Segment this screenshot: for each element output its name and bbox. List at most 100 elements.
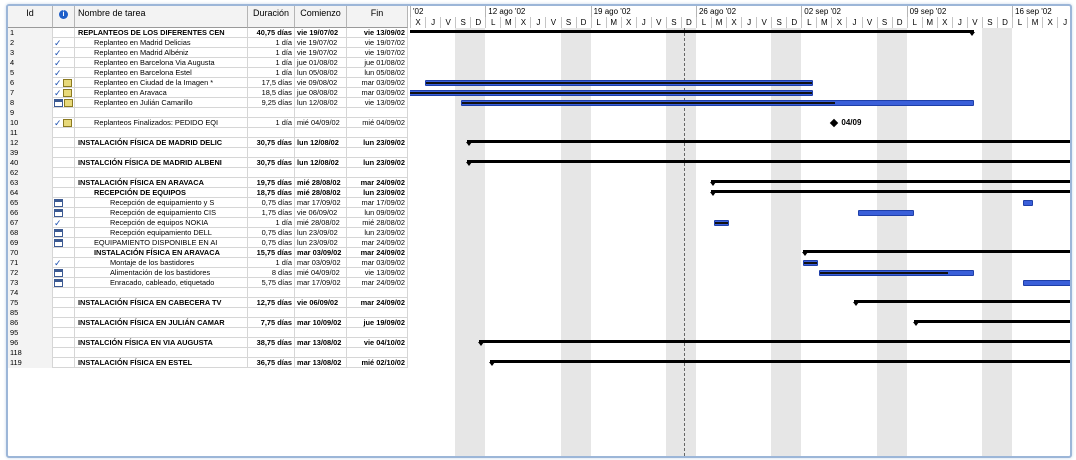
timescale-day: M [921, 17, 937, 28]
table-row[interactable]: 9 [8, 108, 408, 118]
row-indicators [53, 288, 75, 298]
table-row[interactable]: 4 ✓ Replanteo en Barcelona Via Augusta 1 dí… [8, 58, 408, 68]
task-duration: 12,75 días [248, 298, 295, 308]
table-row[interactable]: 118 [8, 348, 408, 358]
summary-bar[interactable] [466, 160, 1070, 166]
row-id: 8 [8, 98, 53, 108]
summary-bar[interactable] [410, 30, 976, 36]
col-header-start[interactable]: Comienzo [295, 6, 347, 28]
task-bar[interactable] [858, 210, 915, 216]
table-row[interactable]: 86 INSTALACIÓN FÍSICA EN JULIÁN CAMAR 7,75… [8, 318, 408, 328]
task-duration: 30,75 días [248, 158, 295, 168]
summary-bar[interactable] [709, 190, 1070, 196]
row-id: 65 [8, 198, 53, 208]
task-end [347, 328, 408, 338]
summary-bar[interactable] [466, 140, 1070, 146]
task-bar[interactable] [425, 80, 814, 86]
timescale-day: X [831, 17, 846, 28]
task-start: lun 23/09/02 [295, 238, 347, 248]
check-icon: ✓ [54, 78, 62, 88]
row-id: 4 [8, 58, 53, 68]
table-row[interactable]: 1 REPLANTEOS DE LOS DIFERENTES CEN 40,75 d… [8, 28, 408, 38]
table-row[interactable]: 5 ✓ Replanteo en Barcelona Estel 1 día lun 0… [8, 68, 408, 78]
task-duration: 17,5 días [248, 78, 295, 88]
table-row[interactable]: 85 [8, 308, 408, 318]
col-header-name[interactable]: Nombre de tarea [75, 6, 248, 28]
row-indicators [53, 238, 75, 248]
timescale-day: S [455, 17, 470, 28]
task-duration: 0,75 días [248, 238, 295, 248]
table-row[interactable]: 62 [8, 168, 408, 178]
task-start: lun 23/09/02 [295, 228, 347, 238]
task-end: jue 19/09/02 [347, 318, 408, 328]
table-row[interactable]: 70 INSTALACIÓN FÍSICA EN ARAVACA 15,75 día… [8, 248, 408, 258]
table-row[interactable]: 40 INSTALCIÓN FÍSICA DE MADRID ALBENI 30,7… [8, 158, 408, 168]
task-bar[interactable] [819, 270, 975, 276]
timescale-day: J [635, 17, 651, 28]
table-row[interactable]: 6 ✓ Replanteo en Ciudad de la Imagen * 17,5… [8, 78, 408, 88]
row-id: 11 [8, 128, 53, 138]
timescale-day: V [545, 17, 560, 28]
task-table: Id i Nombre de tarea Duración Comienzo F… [8, 6, 408, 456]
task-bar[interactable] [802, 260, 818, 266]
table-row[interactable]: 7 ✓ Replanteo en Aravaca 18,5 días jue 08/08… [8, 88, 408, 98]
table-row[interactable]: 75 INSTALACIÓN FÍSICA EN CABECERA TV 12,75… [8, 298, 408, 308]
task-bar[interactable] [410, 90, 814, 96]
table-row[interactable]: 63 INSTALACIÓN FÍSICA EN ARAVACA 19,75 día… [8, 178, 408, 188]
table-row[interactable]: 68 Recepción equipamiento DELL 0,75 días lu… [8, 228, 408, 238]
task-start: vie 09/08/02 [295, 78, 347, 88]
task-start: lun 12/08/02 [295, 98, 347, 108]
task-end: mar 24/09/02 [347, 248, 408, 258]
timescale-day: L [485, 17, 500, 28]
row-indicators [53, 178, 75, 188]
task-bar[interactable] [1022, 280, 1070, 286]
task-bar[interactable] [714, 220, 730, 226]
task-start: mar 17/09/02 [295, 278, 347, 288]
task-name: Recepción de equipamiento y S [75, 198, 248, 208]
table-row[interactable]: 96 INSTALCIÓN FÍSICA EN VIA AUGUSTA 38,75 … [8, 338, 408, 348]
table-row[interactable]: 39 [8, 148, 408, 158]
table-row[interactable]: 64 RECEPCIÓN DE EQUIPOS 18,75 días mié 28/0… [8, 188, 408, 198]
summary-bar[interactable] [801, 250, 1070, 256]
row-id: 62 [8, 168, 53, 178]
timescale-day: L [906, 17, 922, 28]
summary-bar[interactable] [852, 300, 1070, 306]
table-row[interactable]: 72 Alimentación de los bastidores 8 días mi… [8, 268, 408, 278]
table-row[interactable]: 10 ✓ Replanteos Finalizados: PEDIDO EQI 1 d… [8, 118, 408, 128]
summary-bar[interactable] [478, 340, 1070, 346]
table-row[interactable]: 71 ✓ Montaje de los bastidores 1 día mar 03/… [8, 258, 408, 268]
table-row[interactable]: 2 ✓ Replanteo en Madrid Delicias 1 día vie 1… [8, 38, 408, 48]
table-row[interactable]: 95 [8, 328, 408, 338]
task-bar[interactable] [1022, 200, 1034, 206]
col-header-duration[interactable]: Duración [248, 6, 295, 28]
task-start [295, 288, 347, 298]
table-row[interactable]: 65 Recepción de equipamiento y S 0,75 días… [8, 198, 408, 208]
summary-bar[interactable] [488, 360, 1070, 366]
table-row[interactable]: 73 Enracado, cableado, etiquetado 5,75 día… [8, 278, 408, 288]
milestone-marker[interactable] [830, 118, 839, 128]
col-header-id[interactable]: Id [8, 6, 53, 28]
task-end: lun 23/09/02 [347, 188, 408, 198]
timescale-week: 26 ago '02 [695, 6, 801, 17]
table-row[interactable]: 74 [8, 288, 408, 298]
task-name: Replanteo en Madrid Albéniz [75, 48, 248, 58]
table-row[interactable]: 66 Recepción de equipamiento CIS 1,75 días… [8, 208, 408, 218]
summary-bar[interactable] [913, 320, 1070, 326]
task-duration [248, 288, 295, 298]
summary-bar[interactable] [709, 180, 1070, 186]
task-name [75, 148, 248, 158]
table-row[interactable]: 8 Replanteo en Julián Camarillo 9,25 días l… [8, 98, 408, 108]
task-bar[interactable] [461, 100, 975, 106]
col-header-end[interactable]: Fin [347, 6, 408, 28]
table-row[interactable]: 69 EQUIPAMIENTO DISPONIBLE EN AI 0,75 días… [8, 238, 408, 248]
task-end: vie 04/10/02 [347, 338, 408, 348]
table-row[interactable]: 3 ✓ Replanteo en Madrid Albéniz 1 día vie 19… [8, 48, 408, 58]
table-row[interactable]: 12 INSTALACIÓN FÍSICA DE MADRID DELIC 30,7… [8, 138, 408, 148]
table-row[interactable]: 67 ✓ Recepción de equipos NOKIA 1 día mié 28… [8, 218, 408, 228]
table-row[interactable]: 11 [8, 128, 408, 138]
weekend-shade [455, 28, 471, 456]
task-name: INSTALCIÓN FÍSICA DE MADRID ALBENI [75, 158, 248, 168]
table-row[interactable]: 119 INSTALACIÓN FÍSICA EN ESTEL 36,75 días… [8, 358, 408, 368]
col-header-indicators[interactable]: i [53, 6, 75, 28]
row-indicators [53, 268, 75, 278]
